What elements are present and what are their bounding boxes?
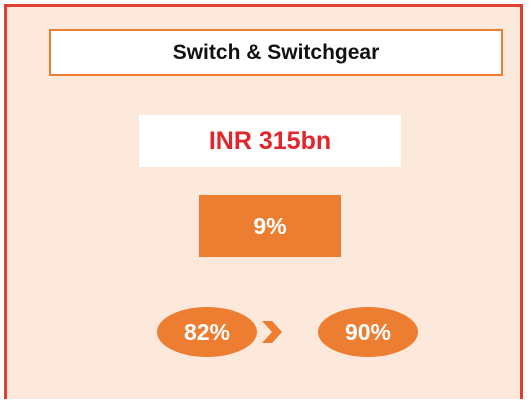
market-size: INR 315bn [139,115,401,167]
arrow [262,321,282,343]
share-from: 82% [157,307,257,357]
card: Switch & Switchgear INR 315bn 9% 82% 90% [4,4,523,399]
card-title: Switch & Switchgear [49,29,503,76]
growth-rate: 9% [199,195,341,257]
share-to: 90% [318,307,418,357]
chevron [262,321,282,343]
